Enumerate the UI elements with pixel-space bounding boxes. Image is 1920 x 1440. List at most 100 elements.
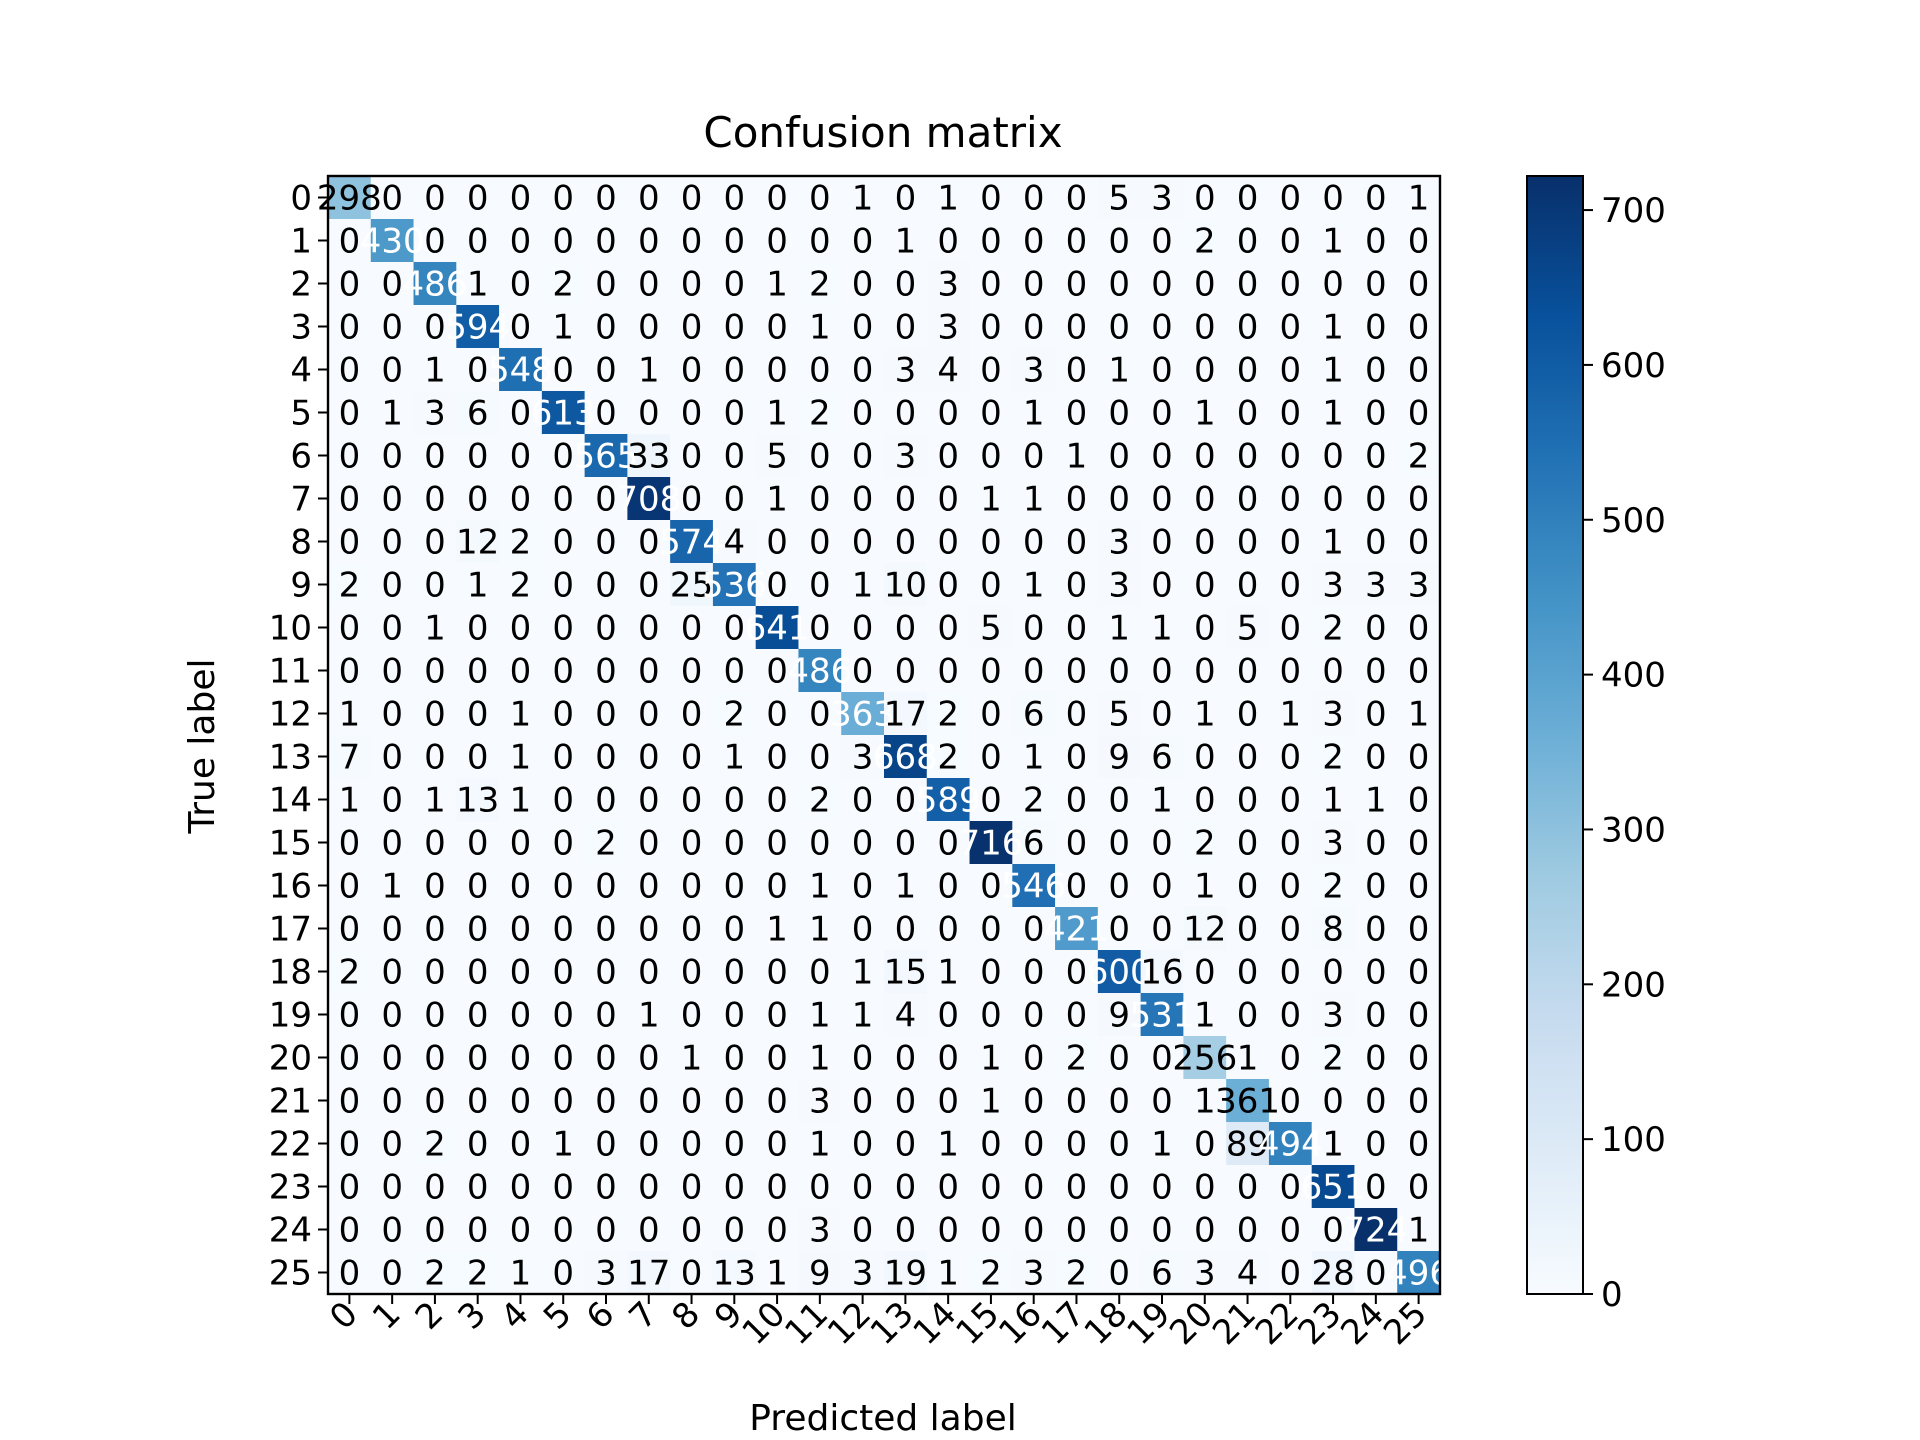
- x-axis-label: Predicted label: [749, 1398, 1017, 1439]
- heatmap-cell: [1097, 305, 1142, 349]
- heatmap-cell: [627, 993, 671, 1037]
- cell-value-label: 0: [1408, 781, 1430, 821]
- cell-value-label: 0: [723, 265, 745, 305]
- cell-value-label: 2: [1194, 222, 1216, 262]
- cell-value-label: 0: [852, 1211, 874, 1251]
- heatmap-cell: [1055, 649, 1099, 693]
- heatmap-cell: [1140, 1036, 1184, 1080]
- heatmap-cell: [755, 262, 800, 306]
- cell-value-label: 0: [339, 1039, 361, 1079]
- heatmap-cell: [670, 219, 714, 263]
- heatmap-cell: [969, 821, 1013, 865]
- heatmap-cell: [1097, 1122, 1142, 1166]
- heatmap-cell: [712, 907, 757, 951]
- cell-value-label: 0: [638, 523, 660, 563]
- cell-value-label: 0: [595, 652, 617, 692]
- cell-value-label: 0: [1151, 523, 1173, 563]
- cell-value-label: 0: [1237, 351, 1259, 391]
- cell-value-label: 1: [1322, 222, 1344, 262]
- heatmap-cell: [1140, 907, 1184, 951]
- cell-value-label: 0: [381, 1168, 403, 1208]
- cell-value-label: 3: [1023, 1254, 1045, 1294]
- heatmap-cell: [926, 219, 971, 263]
- heatmap-cell: [841, 606, 885, 650]
- heatmap-cell: [456, 649, 500, 693]
- cell-value-label: 0: [1023, 996, 1045, 1036]
- cell-value-label: 1: [1194, 394, 1216, 434]
- heatmap-cell: [969, 778, 1013, 822]
- heatmap-cell: [328, 1122, 372, 1166]
- cell-value-label: 0: [895, 1168, 917, 1208]
- cell-value-label: 4: [937, 351, 959, 391]
- heatmap-cell: [1097, 864, 1142, 908]
- cell-value-label: 546: [1001, 867, 1066, 907]
- heatmap-cell: [370, 907, 415, 951]
- heatmap-cell: [328, 692, 372, 736]
- heatmap-cell: [712, 821, 757, 865]
- heatmap-cell: [1397, 950, 1441, 994]
- heatmap-cell: [670, 391, 714, 435]
- cell-value-label: 0: [1066, 351, 1088, 391]
- heatmap-cell: [884, 1036, 928, 1080]
- cell-value-label: 0: [937, 222, 959, 262]
- cell-value-label: 0: [595, 1039, 617, 1079]
- heatmap-cell: [1268, 1079, 1313, 1123]
- cell-value-label: 1: [809, 996, 831, 1036]
- cell-value-label: 3: [852, 738, 874, 778]
- heatmap-cell: [712, 1251, 757, 1295]
- x-tick-label: 0: [322, 1294, 366, 1338]
- y-tick-label: 20: [269, 1039, 312, 1079]
- cell-value-label: 3: [809, 1082, 831, 1122]
- heatmap-cell: [841, 735, 885, 779]
- heatmap-cell: [1183, 520, 1227, 564]
- cell-value-label: 3: [937, 308, 959, 348]
- cell-value-label: 421: [1044, 910, 1109, 950]
- heatmap-cell: [670, 1036, 714, 1080]
- heatmap-cell: [627, 348, 671, 392]
- cell-value-label: 0: [1279, 1168, 1301, 1208]
- heatmap-cell: [499, 563, 543, 607]
- heatmap-cell: [884, 563, 928, 607]
- heatmap-cell: [1012, 1036, 1056, 1080]
- cell-value-label: 0: [980, 652, 1002, 692]
- cell-value-label: 2: [1066, 1254, 1088, 1294]
- heatmap-cell: [1055, 563, 1099, 607]
- heatmap-cell: [1055, 821, 1099, 865]
- cell-value-label: 0: [424, 953, 446, 993]
- heatmap-cell: [926, 348, 971, 392]
- cell-value-label: 0: [1322, 1211, 1344, 1251]
- heatmap-cell: [541, 477, 586, 521]
- heatmap-cell: [499, 993, 543, 1037]
- cell-value-label: 0: [552, 738, 574, 778]
- cell-value-label: 724: [1343, 1211, 1408, 1251]
- cell-value-label: 0: [638, 910, 660, 950]
- heatmap-cell: [1183, 305, 1227, 349]
- cell-value-label: 0: [1108, 1168, 1130, 1208]
- cell-value-label: 6: [467, 394, 489, 434]
- cell-value-label: 0: [1279, 1211, 1301, 1251]
- heatmap-cell: [499, 950, 543, 994]
- cell-value-label: 0: [1151, 437, 1173, 477]
- heatmap-cell: [1140, 1165, 1184, 1209]
- heatmap-cell: [456, 821, 500, 865]
- cell-value-label: 89: [1226, 1125, 1269, 1165]
- cell-value-label: 0: [766, 824, 788, 864]
- cell-value-label: 2: [809, 265, 831, 305]
- heatmap-cell: [1097, 1079, 1142, 1123]
- cell-value-label: 0: [681, 222, 703, 262]
- cell-value-label: 0: [809, 222, 831, 262]
- cell-value-label: 1: [1066, 437, 1088, 477]
- heatmap-cell: [1012, 520, 1056, 564]
- cell-value-label: 0: [467, 222, 489, 262]
- cell-value-label: 0: [552, 867, 574, 907]
- cell-value-label: 0: [895, 1082, 917, 1122]
- heatmap-cell: [1097, 907, 1142, 951]
- cell-value-label: 0: [1237, 480, 1259, 520]
- cell-value-label: 0: [552, 1211, 574, 1251]
- cell-value-label: 0: [1066, 1125, 1088, 1165]
- heatmap-cell: [456, 348, 500, 392]
- heatmap-cell: [1397, 1208, 1441, 1252]
- heatmap-cell: [1311, 1165, 1356, 1209]
- heatmap-cell: [1012, 305, 1056, 349]
- heatmap-cell: [1311, 1036, 1356, 1080]
